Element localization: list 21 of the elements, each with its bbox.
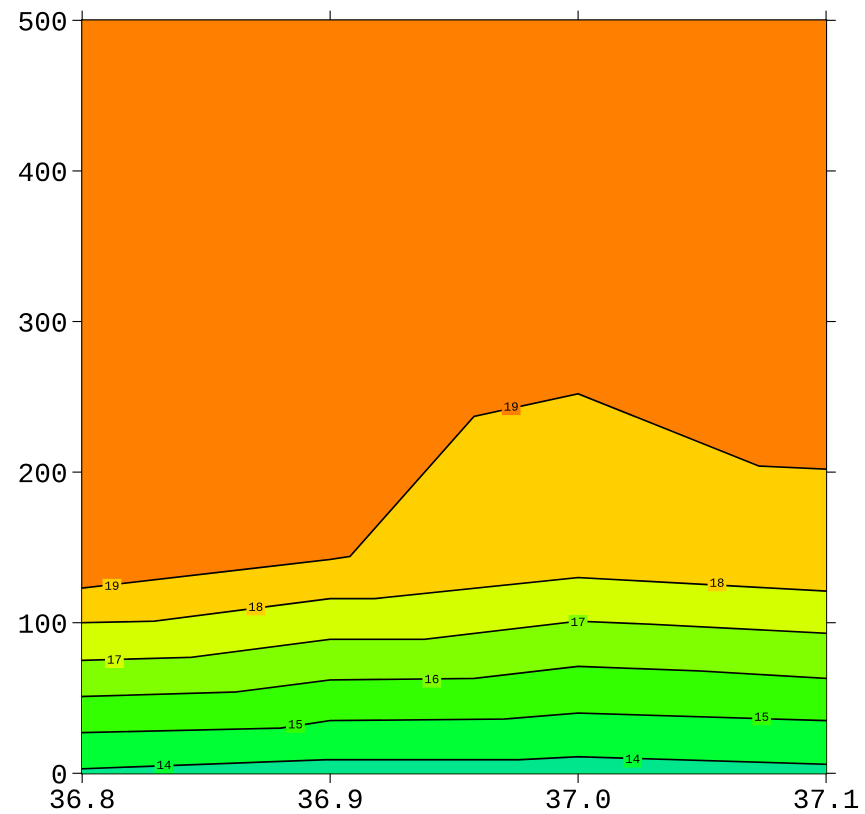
y-tick-label: 0 — [52, 764, 66, 784]
y-tick-label: 500 — [19, 12, 66, 31]
y-tick-label: 100 — [20, 614, 66, 634]
annotation: 14 — [157, 760, 171, 770]
annotation: 19 — [105, 581, 119, 590]
x-tick-label: 36.8 — [50, 789, 114, 808]
annotation: 18 — [249, 602, 262, 612]
x-tick-label: 37.1 — [794, 789, 858, 808]
annotation: 18 — [710, 578, 724, 587]
annotation: 15 — [288, 720, 302, 728]
annotation: 15 — [755, 712, 768, 721]
y-tick-label: 300 — [19, 313, 66, 332]
annotation: 19 — [504, 402, 518, 411]
x-tick-label: 36.9 — [298, 789, 362, 808]
annotation: 16 — [425, 674, 438, 684]
y-tick-label: 400 — [18, 162, 66, 182]
x-tick-label: 37.0 — [546, 789, 610, 808]
annotation: 17 — [108, 655, 121, 664]
y-tick-label: 200 — [20, 464, 66, 482]
annotation: 14 — [626, 754, 640, 763]
annotation: 17 — [572, 618, 585, 626]
